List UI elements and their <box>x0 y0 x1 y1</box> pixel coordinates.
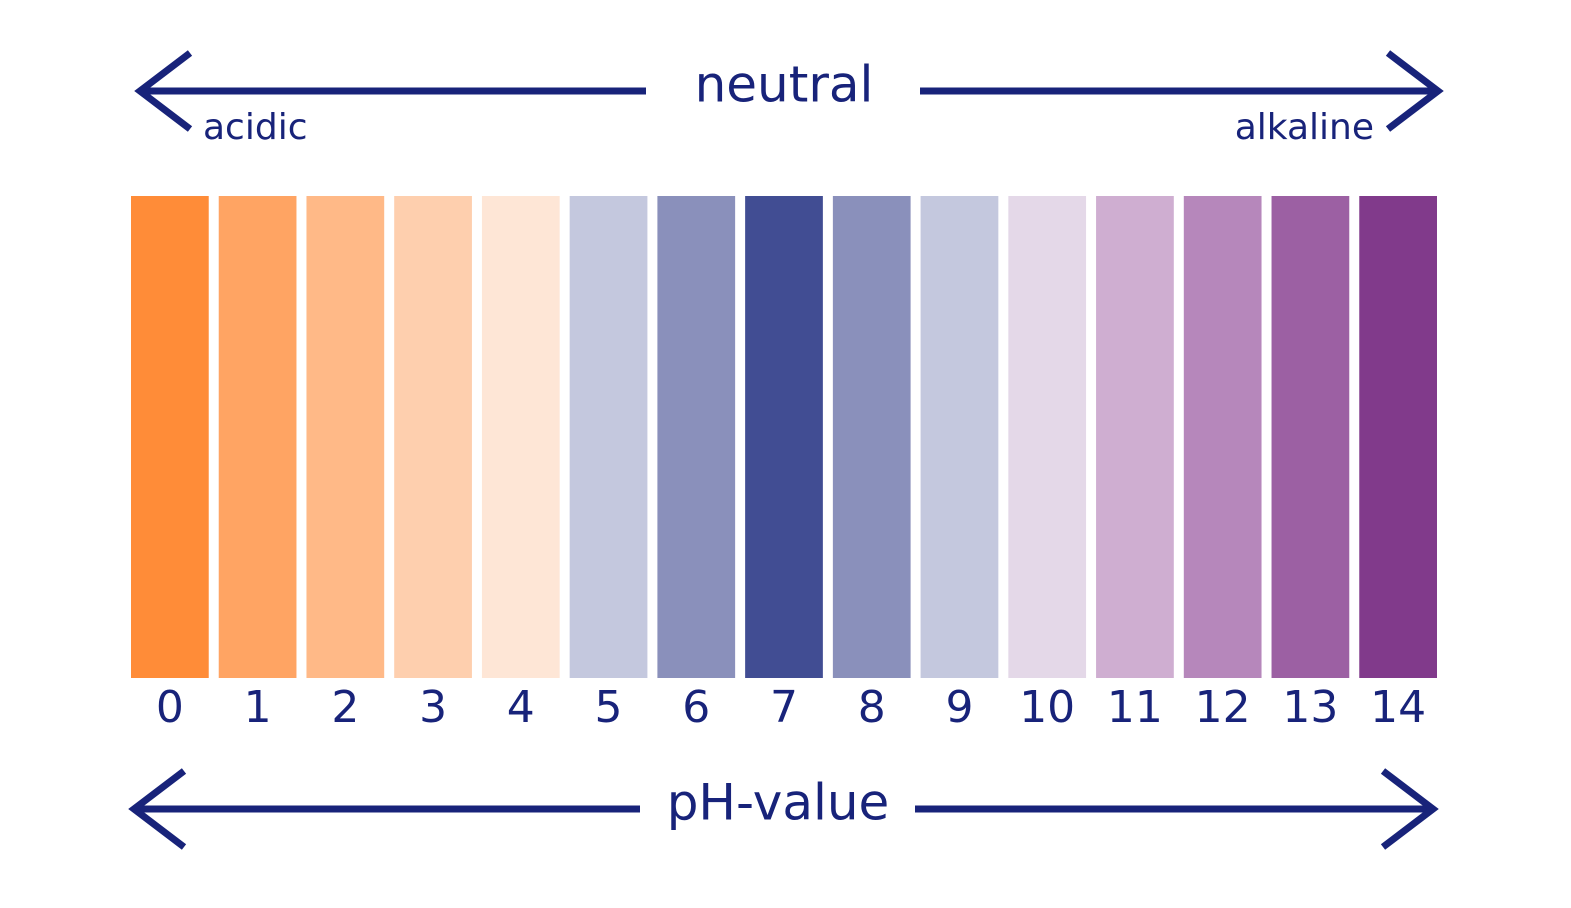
swatch <box>1008 196 1087 678</box>
swatch-label: 9 <box>945 682 973 733</box>
swatch-label: 5 <box>595 682 623 733</box>
swatch <box>394 196 472 678</box>
swatch-label: 6 <box>682 682 710 733</box>
swatch <box>306 196 385 678</box>
swatch <box>1096 196 1174 678</box>
swatch <box>218 196 297 678</box>
swatch-label: 3 <box>419 682 447 733</box>
swatch-label: 0 <box>156 682 184 733</box>
swatch <box>1271 196 1350 678</box>
swatch-label: 10 <box>1019 682 1075 733</box>
swatch-label: 13 <box>1282 682 1338 733</box>
swatch-label: 4 <box>507 682 535 733</box>
swatch <box>657 196 736 678</box>
swatch-label: 14 <box>1370 682 1426 733</box>
arrow-head <box>128 768 187 850</box>
swatch <box>569 196 648 678</box>
swatch <box>745 196 823 678</box>
swatch <box>481 196 560 678</box>
acidic-label: acidic <box>203 107 308 148</box>
alkaline-label: alkaline <box>1235 107 1374 148</box>
arrow-head <box>1380 768 1439 850</box>
swatch <box>1183 196 1262 678</box>
swatch <box>131 196 209 678</box>
neutral-label: neutral <box>695 56 874 114</box>
swatch <box>832 196 911 678</box>
arrow-head <box>1385 50 1444 132</box>
arrow-head <box>134 50 193 132</box>
ph-value-label: pH-value <box>667 774 890 832</box>
swatch-label: 2 <box>331 682 359 733</box>
swatch <box>1359 196 1437 678</box>
swatch-label: 8 <box>858 682 886 733</box>
swatch-label: 12 <box>1195 682 1251 733</box>
swatch-label: 7 <box>770 682 798 733</box>
swatch-label: 1 <box>244 682 272 733</box>
swatch <box>920 196 999 678</box>
swatch-label: 11 <box>1107 682 1163 733</box>
